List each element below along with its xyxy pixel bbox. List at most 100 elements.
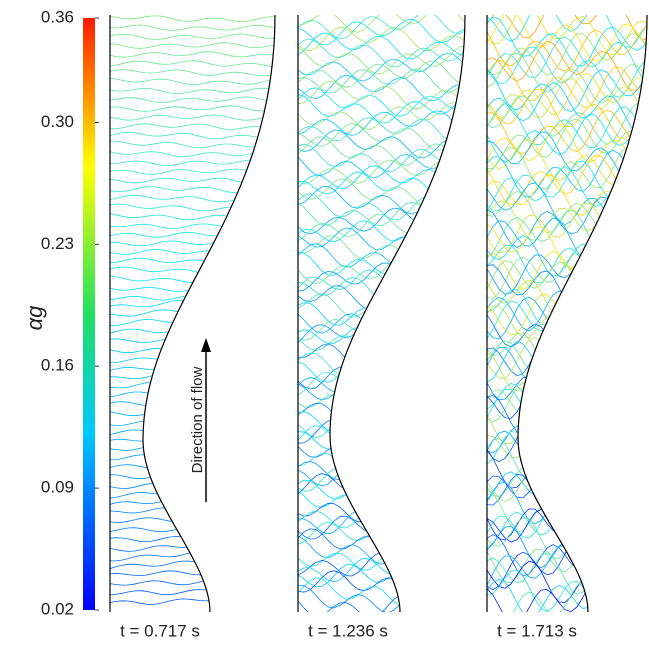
contour-line — [298, 368, 465, 396]
contour-line — [110, 69, 275, 77]
contour-line — [298, 81, 465, 110]
contour-line — [487, 68, 647, 113]
contour-field — [487, 15, 647, 612]
contour-line — [487, 466, 647, 518]
contour-line — [298, 473, 465, 501]
contour-line — [110, 203, 275, 212]
contour-line — [110, 306, 275, 317]
contour-line — [298, 340, 465, 368]
contour-line — [298, 74, 465, 102]
contour-line — [110, 531, 275, 543]
contour-line — [298, 32, 465, 60]
contour-line — [110, 114, 275, 121]
contour-line — [110, 341, 275, 354]
contour-line — [110, 594, 275, 605]
contour-line — [298, 298, 465, 326]
contour-line — [298, 395, 465, 425]
contour-line — [110, 351, 275, 363]
contour-line — [487, 146, 647, 190]
wall-outline — [329, 14, 466, 613]
contour-line — [298, 311, 465, 341]
contour-line — [298, 334, 465, 360]
contour-line — [110, 240, 275, 248]
contour-line — [487, 15, 647, 56]
contour-line — [487, 403, 647, 449]
contour-line — [110, 294, 275, 302]
contour-line — [298, 52, 465, 82]
contour-line — [110, 177, 275, 184]
contour-line — [487, 481, 647, 527]
contour-line — [487, 36, 647, 84]
contour-line — [298, 101, 465, 130]
contour-line — [487, 245, 647, 295]
contour-line — [487, 15, 647, 62]
contour-line — [110, 77, 275, 86]
contour-line — [487, 460, 647, 513]
contour-line — [487, 15, 647, 41]
colorbar-label: αg — [22, 305, 47, 331]
contour-line — [110, 96, 275, 103]
contour-line — [298, 87, 465, 117]
contour-line — [110, 487, 275, 499]
contour-line — [298, 521, 465, 551]
contour-line — [298, 213, 465, 243]
contour-line — [487, 182, 647, 226]
contour-line — [487, 560, 647, 603]
contour-line — [298, 94, 465, 124]
contour-line — [298, 425, 465, 451]
contour-line — [110, 140, 275, 149]
contour-line — [110, 150, 275, 158]
contour-line — [110, 194, 275, 203]
contour-line — [487, 580, 647, 612]
contour-line — [487, 196, 647, 248]
colorbar-tick-label: 0.02 — [41, 599, 74, 618]
contour-line — [487, 502, 647, 554]
contour-line — [110, 257, 275, 266]
contour-field — [298, 15, 465, 612]
contour-line — [487, 487, 647, 533]
contour-line — [110, 522, 275, 532]
contour-line — [298, 165, 465, 193]
contour-line — [298, 304, 465, 334]
contour-line — [110, 285, 275, 292]
contour-line — [487, 40, 647, 91]
contour-line — [298, 459, 465, 487]
contour-line — [487, 323, 647, 373]
contour-line — [487, 186, 647, 234]
contour-line — [487, 77, 647, 126]
contour-line — [110, 584, 275, 596]
contour-line — [487, 46, 647, 98]
wall-outline — [517, 14, 648, 613]
colorbar-tick-label: 0.36 — [41, 7, 74, 26]
contour-line — [298, 493, 465, 523]
contour-line — [298, 129, 465, 159]
contour-line — [487, 118, 647, 169]
contour-line — [298, 38, 465, 68]
contour-line — [110, 497, 275, 505]
contour-line — [298, 262, 465, 292]
contour-line — [298, 45, 465, 75]
contour-line — [110, 266, 275, 275]
contour-line — [298, 26, 465, 52]
contour-line — [487, 523, 647, 569]
contour-line — [487, 16, 647, 67]
contour-line — [298, 171, 465, 201]
contour-line — [110, 512, 275, 523]
contour-line — [298, 486, 465, 516]
contour-line — [298, 285, 465, 312]
contour-line — [487, 274, 647, 326]
contour-line — [110, 503, 275, 514]
contour-line — [487, 305, 647, 356]
contour-line — [487, 103, 647, 149]
contour-line — [298, 418, 465, 444]
colorbar-tick-label: 0.09 — [41, 478, 74, 497]
contour-line — [487, 59, 647, 108]
contour-line — [487, 73, 647, 119]
colorbar-tick-label: 0.30 — [41, 112, 74, 131]
contour-line — [298, 136, 465, 166]
annotation: Direction of flow — [189, 366, 206, 473]
contour-line — [487, 431, 647, 482]
contour-line — [298, 227, 465, 257]
panel-label: t = 1.713 s — [497, 621, 577, 640]
